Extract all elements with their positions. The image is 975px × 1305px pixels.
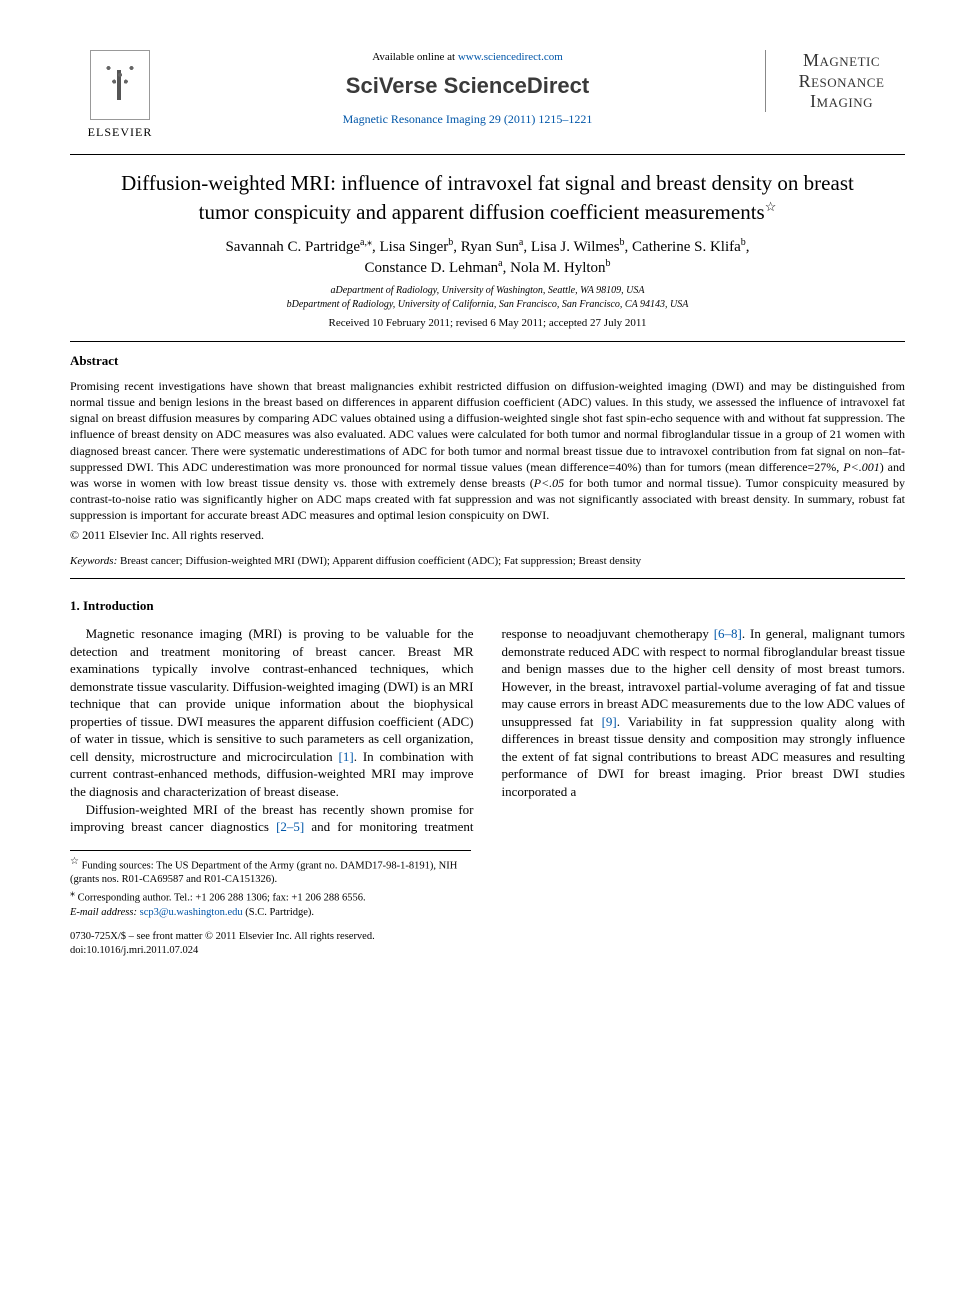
body-columns: Magnetic resonance imaging (MRI) is prov… — [70, 625, 905, 836]
author: Constance D. Lehman — [364, 260, 498, 276]
affiliation-b: bDepartment of Radiology, University of … — [70, 298, 905, 312]
available-online: Available online at www.sciencedirect.co… — [190, 50, 745, 65]
bottom-meta: 0730-725X/$ – see front matter © 2011 El… — [70, 930, 471, 958]
citation-link[interactable]: [6–8] — [714, 626, 742, 641]
paper-header: ELSEVIER Available online at www.science… — [70, 50, 905, 140]
author-list: Savannah C. Partridgea,⁎, Lisa Singerb, … — [70, 236, 905, 279]
email-suffix: (S.C. Partridge). — [243, 907, 314, 918]
title-text: Diffusion-weighted MRI: influence of int… — [121, 171, 854, 223]
email-link[interactable]: scp3@u.washington.edu — [140, 907, 243, 918]
citation-link[interactable]: [1] — [339, 749, 354, 764]
elsevier-tree-icon — [90, 50, 150, 120]
body-text: Magnetic resonance imaging (MRI) is prov… — [70, 626, 474, 764]
affiliation-a: aDepartment of Radiology, University of … — [70, 284, 905, 298]
abstract-body: Promising recent investigations have sho… — [70, 378, 905, 524]
abstract-top-rule — [70, 341, 905, 342]
abstract-bottom-rule — [70, 578, 905, 579]
journal-badge: Magnetic Resonance Imaging — [765, 50, 905, 112]
author: , Nola M. Hylton — [503, 260, 606, 276]
funding-text: Funding sources: The US Department of th… — [70, 860, 457, 885]
author: , Ryan Sun — [453, 239, 519, 255]
article-title: Diffusion-weighted MRI: influence of int… — [100, 169, 875, 226]
corr-text: Corresponding author. Tel.: +1 206 288 1… — [75, 893, 366, 904]
footnotes: ☆ Funding sources: The US Department of … — [70, 850, 471, 921]
p-value: P<.05 — [534, 476, 564, 490]
publisher-block: ELSEVIER — [70, 50, 170, 140]
funding-footnote: ☆ Funding sources: The US Department of … — [70, 855, 471, 888]
available-prefix: Available online at — [372, 51, 458, 63]
funding-marker: ☆ — [70, 856, 79, 867]
sciencedirect-link[interactable]: www.sciencedirect.com — [458, 51, 563, 63]
email-label: E-mail address: — [70, 907, 140, 918]
title-footnote-marker: ☆ — [765, 199, 777, 214]
citation-link[interactable]: [2–5] — [276, 819, 304, 834]
abstract-heading: Abstract — [70, 352, 905, 370]
doi-line: doi:10.1016/j.mri.2011.07.024 — [70, 944, 471, 958]
affiliations: aDepartment of Radiology, University of … — [70, 284, 905, 312]
corresponding-footnote: ⁎ Corresponding author. Tel.: +1 206 288… — [70, 887, 471, 906]
abstract-copyright: © 2011 Elsevier Inc. All rights reserved… — [70, 527, 905, 543]
affil-sup: a, — [360, 237, 367, 248]
journal-reference[interactable]: Magnetic Resonance Imaging 29 (2011) 121… — [190, 111, 745, 127]
platform-brand: SciVerse ScienceDirect — [190, 71, 745, 101]
author: Savannah C. Partridge — [225, 239, 360, 255]
journal-badge-line: Magnetic — [778, 50, 905, 71]
article-dates: Received 10 February 2011; revised 6 May… — [70, 316, 905, 331]
keywords-label: Keywords: — [70, 555, 117, 567]
publisher-label: ELSEVIER — [70, 124, 170, 140]
citation-link[interactable]: [9] — [602, 714, 617, 729]
affil-sup: b — [606, 258, 611, 269]
intro-para-1: Magnetic resonance imaging (MRI) is prov… — [70, 625, 474, 800]
abstract-text: Promising recent investigations have sho… — [70, 379, 905, 474]
journal-badge-line: Resonance — [778, 71, 905, 92]
author: , Lisa J. Wilmes — [523, 239, 619, 255]
email-footnote: E-mail address: scp3@u.washington.edu (S… — [70, 906, 471, 920]
author: , Lisa Singer — [372, 239, 448, 255]
issn-line: 0730-725X/$ – see front matter © 2011 El… — [70, 930, 471, 944]
section-1-heading: 1. Introduction — [70, 597, 905, 615]
header-center: Available online at www.sciencedirect.co… — [170, 50, 765, 127]
keywords-row: Keywords: Breast cancer; Diffusion-weigh… — [70, 554, 905, 569]
author: , Catherine S. Klifa — [625, 239, 741, 255]
top-rule — [70, 154, 905, 155]
keywords-list: Breast cancer; Diffusion-weighted MRI (D… — [120, 555, 641, 567]
p-value: P<.001 — [843, 460, 879, 474]
author-sep: , — [746, 239, 750, 255]
journal-badge-line: Imaging — [778, 91, 905, 112]
